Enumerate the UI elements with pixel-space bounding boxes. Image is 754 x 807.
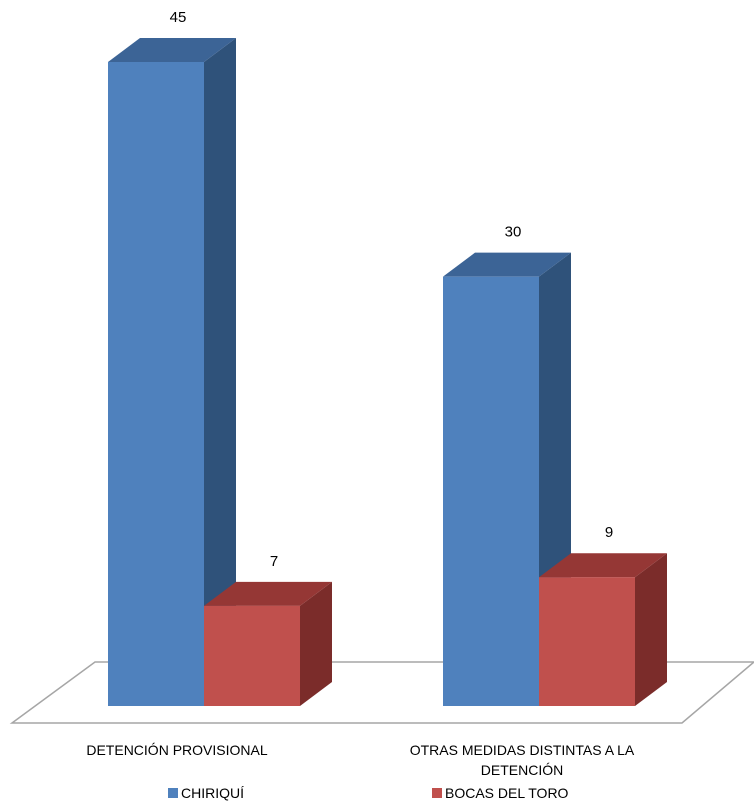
bar-front-face bbox=[539, 577, 635, 706]
bar-side-face bbox=[300, 581, 332, 706]
bar-top-face bbox=[204, 581, 332, 606]
category-label: DETENCIÓN PROVISIONAL bbox=[86, 742, 267, 758]
data-label: 7 bbox=[270, 553, 278, 570]
bars-group bbox=[108, 38, 667, 706]
legend-item-bocas-del-toro: BOCAS DEL TORO bbox=[432, 785, 569, 801]
bar-chiriqui-0 bbox=[108, 38, 236, 706]
bar-front-face bbox=[443, 276, 539, 706]
bar-bocas-del-toro-1 bbox=[539, 553, 667, 706]
bar-bocas-del-toro-0 bbox=[204, 581, 332, 706]
bar-side-face bbox=[635, 553, 667, 706]
data-label: 30 bbox=[505, 224, 522, 241]
legend-label: BOCAS DEL TORO bbox=[445, 785, 569, 801]
bar-top-face bbox=[539, 553, 667, 578]
data-label: 9 bbox=[605, 524, 613, 541]
data-labels-group: 45 7 30 9 bbox=[170, 9, 614, 570]
legend: CHIRIQUÍ BOCAS DEL TORO bbox=[168, 785, 569, 801]
data-label: 45 bbox=[170, 9, 187, 26]
category-label: DETENCIÓN bbox=[481, 762, 563, 778]
legend-swatch bbox=[168, 788, 178, 798]
bar-side-face bbox=[204, 38, 236, 706]
bar-top-face bbox=[108, 38, 236, 62]
legend-item-chiriqui: CHIRIQUÍ bbox=[168, 785, 244, 801]
bar-top-face bbox=[443, 252, 571, 277]
legend-label: CHIRIQUÍ bbox=[181, 785, 244, 801]
category-label: OTRAS MEDIDAS DISTINTAS A LA bbox=[410, 742, 635, 758]
bar-front-face bbox=[108, 62, 204, 706]
legend-swatch bbox=[432, 788, 442, 798]
category-labels-group: DETENCIÓN PROVISIONAL OTRAS MEDIDAS DISTI… bbox=[86, 742, 635, 778]
bar-front-face bbox=[204, 605, 300, 706]
